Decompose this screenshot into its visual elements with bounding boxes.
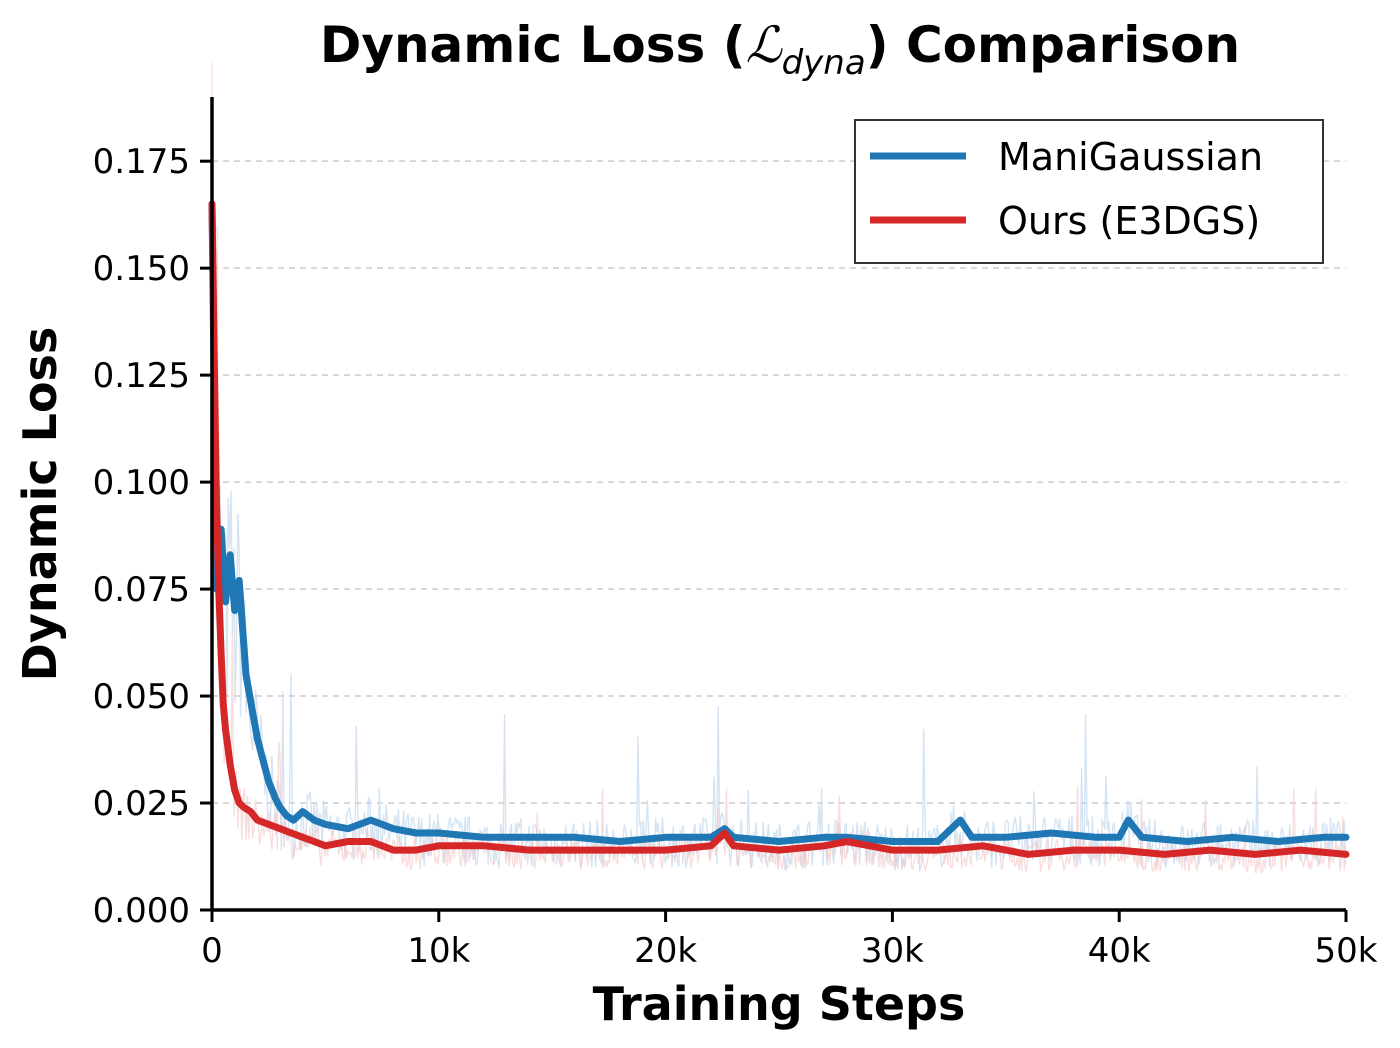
x-tick-label-1: 10k (407, 931, 470, 971)
legend-label-ours: Ours (E3DGS) (998, 199, 1260, 243)
chart-title-prefix: Dynamic Loss ( (320, 16, 746, 74)
x-tick-label-2: 20k (634, 931, 697, 971)
x-axis-label: Training Steps (593, 977, 966, 1031)
chart-title-suffix: ) Comparison (866, 16, 1240, 74)
series-line-1 (208, 200, 1350, 858)
y-tick-label-6: 0.150 (93, 249, 190, 289)
y-tick-label-7: 0.175 (93, 142, 190, 182)
raw-trace-1 (211, 62, 1347, 874)
axes (200, 97, 1348, 922)
legend-box (854, 119, 1324, 264)
chart-title-symbol: ℒ (746, 16, 783, 74)
chart-title: Dynamic Loss (ℒdyna) Comparison (320, 16, 1240, 83)
y-tick-label-5: 0.125 (93, 356, 190, 396)
y-tick-label-0: 0.000 (93, 891, 190, 931)
x-tick-label-4: 40k (1088, 931, 1151, 971)
series-lines (208, 200, 1350, 858)
legend: ManiGaussian Ours (E3DGS) (854, 119, 1324, 264)
x-tick-label-0: 0 (201, 931, 223, 971)
y-tick-label-4: 0.100 (93, 463, 190, 503)
series-line-0 (208, 200, 1350, 845)
tick-labels: 0.000 0.025 0.050 0.075 0.100 0.125 0.150 0.175… (93, 142, 1378, 971)
raw-trace-0 (211, 391, 1347, 873)
chart-title-subscript: dyna (782, 43, 866, 83)
gridlines (212, 160, 1346, 804)
y-tick-label-3: 0.075 (93, 570, 190, 610)
y-tick-label-1: 0.025 (93, 784, 190, 824)
legend-label-manigaussian: ManiGaussian (998, 135, 1263, 179)
x-tick-label-5: 50k (1315, 931, 1378, 971)
y-tick-label-2: 0.050 (93, 677, 190, 717)
x-tick-label-3: 30k (861, 931, 924, 971)
y-axis-label: Dynamic Loss (13, 327, 67, 682)
